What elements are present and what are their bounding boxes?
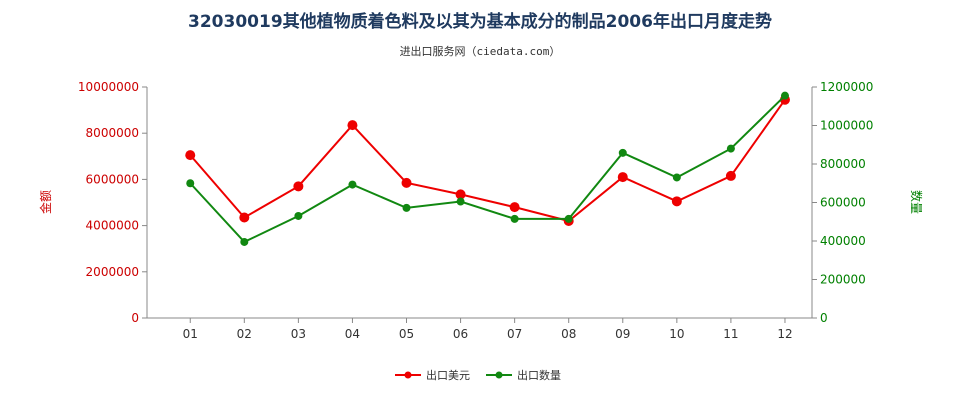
series-line-1: [189, 99, 786, 223]
left-axis-tick-label: 6000000: [86, 172, 139, 186]
legend-marker-1[interactable]: [404, 371, 412, 379]
x-axis-tick-label: 09: [615, 327, 630, 341]
series-2-point: [780, 91, 789, 100]
legend-label-1: 出口美元: [426, 368, 470, 382]
left-axis-tick-label: 10000000: [78, 80, 139, 94]
x-axis-tick-label: 05: [399, 327, 414, 341]
x-axis-tick-label: 10: [669, 327, 684, 341]
legend-label-2: 出口数量: [517, 368, 561, 382]
left-axis-tick-label: 0: [131, 311, 139, 325]
left-axis-tick-label: 2000000: [86, 265, 139, 279]
chart-subtitle: 进出口服务网（ciedata.com）: [400, 44, 561, 58]
left-axis-tick-label: 8000000: [86, 126, 139, 140]
series-2-point: [510, 214, 519, 223]
series-2-point: [348, 180, 357, 189]
left-axis-title: 金额: [38, 190, 53, 214]
series-2-point: [294, 211, 303, 220]
legend-marker-2[interactable]: [495, 371, 503, 379]
x-axis-tick-label: 04: [345, 327, 360, 341]
series-1-point: [293, 181, 304, 192]
right-axis-tick-label: 0: [820, 311, 828, 325]
series-2-point: [240, 237, 249, 246]
series-2-point: [402, 203, 411, 212]
x-axis-tick-label: 11: [723, 327, 738, 341]
series-2-point: [186, 179, 195, 188]
x-axis-tick-label: 12: [777, 327, 792, 341]
chart-title: 32030019其他植物质着色料及以其为基本成分的制品2006年出口月度走势: [188, 11, 772, 32]
series-line-2: [189, 94, 786, 244]
series-2-point: [564, 214, 573, 223]
series-2-point: [456, 197, 465, 206]
series-1-point: [401, 177, 412, 188]
right-axis-tick-label: 800000: [820, 157, 866, 171]
right-axis-title: 数量: [909, 190, 924, 214]
series-2-point: [618, 148, 627, 157]
series-1-point: [671, 196, 682, 207]
x-axis-tick-label: 06: [453, 327, 468, 341]
series-1-point: [455, 189, 466, 200]
x-axis-tick-label: 03: [291, 327, 306, 341]
right-axis-tick-label: 1200000: [820, 80, 873, 94]
series-1-point: [239, 212, 250, 223]
plot-area: 0200000040000006000000800000010000000020…: [38, 80, 924, 382]
series-2-point: [726, 144, 735, 153]
right-axis-tick-label: 400000: [820, 234, 866, 248]
x-axis-tick-label: 01: [183, 327, 198, 341]
series-1-point: [617, 172, 628, 183]
series-1-point: [509, 202, 520, 213]
x-axis-tick-label: 07: [507, 327, 522, 341]
right-axis-tick-label: 200000: [820, 273, 866, 287]
right-axis-tick-label: 600000: [820, 196, 866, 210]
left-axis-tick-label: 4000000: [86, 219, 139, 233]
right-axis-tick-label: 1000000: [820, 119, 873, 133]
series-2-point: [672, 173, 681, 182]
x-axis-tick-label: 02: [237, 327, 252, 341]
x-axis-tick-label: 08: [561, 327, 576, 341]
series-1-point: [725, 170, 736, 181]
series-1-point: [347, 120, 358, 131]
series-1-point: [185, 150, 196, 161]
